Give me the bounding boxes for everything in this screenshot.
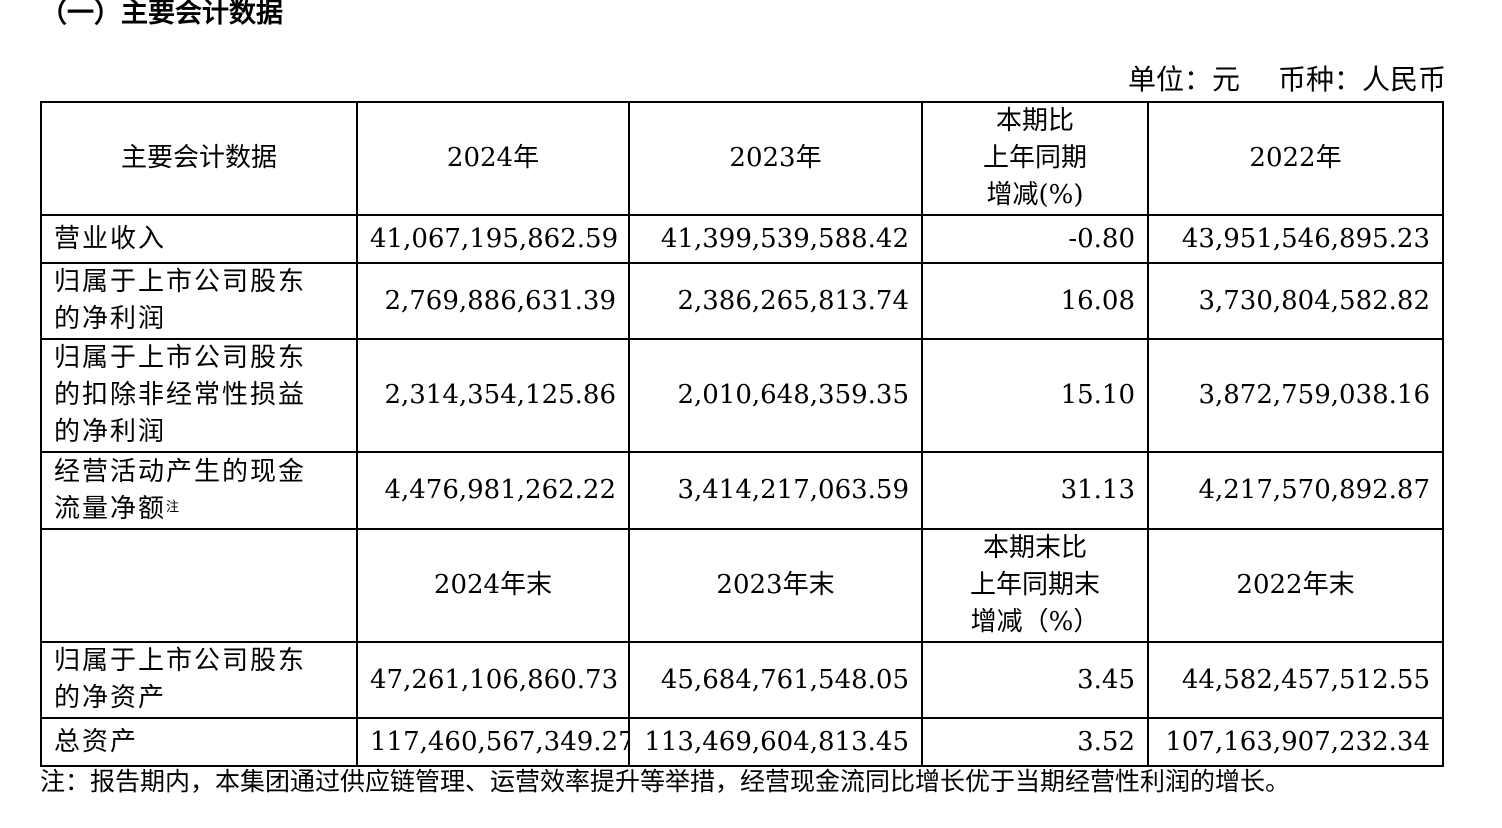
value-2024: 2,769,886,631.39 [356, 262, 630, 340]
value-2022: 44,582,457,512.55 [1147, 641, 1444, 719]
value-2024: 41,067,195,862.59 [356, 214, 630, 264]
header-row: 2024年末 2023年末 本期末比 上年同期末 增减（%） 2022年末 [40, 528, 1444, 643]
footnote: 注：报告期内，本集团通过供应链管理、运营效率提升等举措，经营现金流同比增长优于当… [40, 767, 1291, 796]
row-label: 归属于上市公司股东 的净利润 [40, 262, 358, 340]
value-change: 3.45 [921, 641, 1149, 719]
value-change: 16.08 [921, 262, 1149, 340]
value-change: -0.80 [921, 214, 1149, 264]
header-change: 本期末比上年同期末增减（%） [921, 528, 1149, 643]
table-row: 归属于上市公司股东 的净利润 2,769,886,631.39 2,386,265,8… [40, 262, 1444, 340]
table-row: 经营活动产生的现金 流量净额注 4,476,981,262.22 3,414,217,… [40, 451, 1444, 530]
value-2023: 113,469,604,813.45 [628, 717, 923, 767]
header-2022: 2022年 [1147, 101, 1444, 216]
cell-line: 归属于上市公司股东 [54, 267, 307, 297]
cell-line: 的净利润 [54, 304, 167, 334]
header-2024: 2024年 [356, 101, 630, 216]
header-row: 主要会计数据 2024年 2023年 本期比 上年同期 增减(%) 2022年 [40, 101, 1444, 216]
cell-line: 上年同期末 [969, 570, 1100, 600]
header-2023: 2023年 [628, 101, 923, 216]
cell-line: 上年同期 [982, 143, 1087, 173]
table-row: 归属于上市公司股东 的净资产 47,261,106,860.73 45,684,761… [40, 641, 1444, 719]
cell-line: 增减（%） [970, 607, 1100, 637]
cell-line: 总资产 [54, 726, 139, 757]
header-2023: 2023年末 [628, 528, 923, 643]
cell-line: 经营活动产生的现金 [54, 456, 307, 487]
unit-label: 单位：元 [1127, 63, 1240, 96]
cell-line: 归属于上市公司股东 [54, 646, 307, 676]
value-change: 15.10 [921, 338, 1149, 453]
row-label: 归属于上市公司股东 的净资产 [40, 641, 358, 719]
value-2022: 43,951,546,895.23 [1147, 214, 1444, 264]
value-2024: 2,314,354,125.86 [356, 338, 630, 453]
accounting-data-table: 主要会计数据 2024年 2023年 本期比 上年同期 增减(%) 2022年 营业收入 41,… [40, 101, 1444, 767]
cell-line: 营业收入 [54, 223, 167, 254]
value-2023: 41,399,539,588.42 [628, 214, 923, 264]
row-label: 归属于上市公司股东 的扣除非经常性损益 的净利润 [40, 338, 358, 453]
cell-line: 本期末比 [982, 533, 1087, 563]
header-metric [40, 528, 358, 643]
cell-line: 的净资产 [54, 683, 167, 713]
value-change: 3.52 [921, 717, 1149, 767]
note-marker: 注 [166, 499, 182, 515]
cell-line: 归属于上市公司股东 [54, 343, 307, 373]
cell-line: 增减(%) [986, 180, 1084, 210]
value-2023: 2,386,265,813.74 [628, 262, 923, 340]
header-metric: 主要会计数据 [40, 101, 358, 216]
table-row: 总资产 117,460,567,349.27 113,469,604,813.45 3… [40, 717, 1444, 767]
value-change: 31.13 [921, 451, 1149, 530]
value-2024: 47,261,106,860.73 [356, 641, 630, 719]
section-title: （一）主要会计数据 [40, 0, 283, 29]
value-2022: 4,217,570,892.87 [1147, 451, 1444, 530]
cell-line: 的扣除非经常性损益 [54, 380, 307, 410]
value-2022: 107,163,907,232.34 [1147, 717, 1444, 767]
row-label: 总资产 [40, 717, 358, 767]
value-2023: 3,414,217,063.59 [628, 451, 923, 530]
value-2023: 2,010,648,359.35 [628, 338, 923, 453]
currency-label: 币种：人民币 [1277, 63, 1446, 96]
header-change: 本期比上年同期增减(%) [921, 101, 1149, 216]
value-2024: 4,476,981,262.22 [356, 451, 630, 530]
row-label: 经营活动产生的现金 流量净额注 [40, 451, 358, 530]
value-2024: 117,460,567,349.27 [356, 717, 630, 767]
header-2024: 2024年末 [356, 528, 630, 643]
cell-line: 本期比 [995, 106, 1074, 136]
cell-line: 流量净额 [54, 493, 167, 524]
table-row: 归属于上市公司股东 的扣除非经常性损益 的净利润 2,314,354,125.86 2,… [40, 338, 1444, 453]
row-label: 营业收入 [40, 214, 358, 264]
value-2022: 3,872,759,038.16 [1147, 338, 1444, 453]
header-2022: 2022年末 [1147, 528, 1444, 643]
unit-line: 单位：元 币种：人民币 [1128, 60, 1446, 100]
value-2023: 45,684,761,548.05 [628, 641, 923, 719]
value-2022: 3,730,804,582.82 [1147, 262, 1444, 340]
cell-line: 的净利润 [54, 417, 167, 447]
table-row: 营业收入 41,067,195,862.59 41,399,539,588.42 -0… [40, 214, 1444, 264]
